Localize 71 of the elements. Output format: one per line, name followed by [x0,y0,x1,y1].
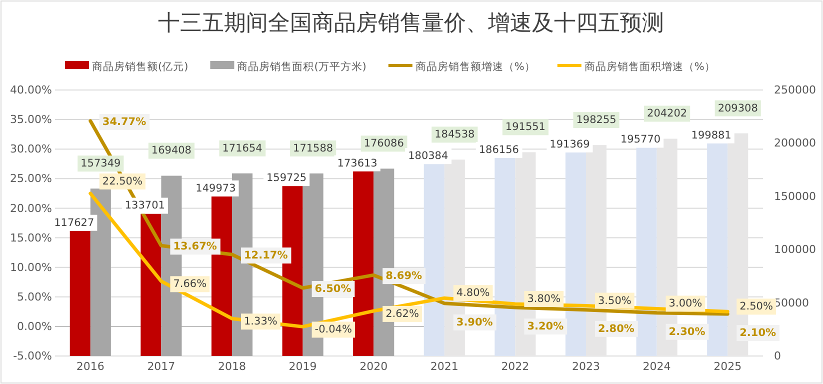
data-label: 191551 [505,121,546,134]
data-label: 3.50% [598,294,632,307]
y-tick-label: 5.00% [17,290,52,304]
y-tick-label: 10.00% [10,260,52,274]
chart-title: 十三五期间全国商品房销售量价、增速及十四五预测 [158,11,664,36]
data-label: 22.50% [102,175,142,188]
data-label: 3.80% [527,292,561,305]
y-tick-label: 15.00% [10,231,52,244]
x-tick-label: 2017 [147,360,176,373]
x-tick-label: 2024 [642,360,671,373]
data-label: 6.50% [314,283,352,296]
legend-label: 商品房销售额增速（%） [415,60,536,73]
y-tick-label: 0.00% [17,320,52,333]
data-label: 176086 [364,138,404,150]
y2-tick-label: 250000 [774,84,816,97]
data-label: 2.10% [740,327,777,340]
x-tick-label: 2019 [288,360,317,373]
x-tick-label: 2016 [76,360,104,373]
data-label: 2.80% [598,322,635,335]
data-label: 204202 [647,108,688,120]
legend-label: 商品房销售额(亿元) [92,60,188,73]
data-label: 171654 [222,142,263,154]
x-tick-label: 2025 [714,360,742,373]
data-label: 3.00% [668,298,702,310]
data-label: 13.67% [173,240,218,253]
data-label: -0.04% [314,324,352,336]
y2-tick-label: 50000 [774,296,809,310]
data-label: 191369 [550,138,590,150]
y2-tick-label: 100000 [774,243,816,256]
x-tick-label: 2020 [360,360,388,373]
data-label: 149973 [196,182,236,194]
data-label: 157349 [80,158,121,170]
legend-label: 商品房销售面积(万平方米) [237,60,366,73]
data-label: 180384 [408,150,448,162]
data-label: 34.77% [102,116,147,128]
data-label: 133701 [124,200,165,212]
data-label: 8.69% [386,270,423,282]
data-label: 1.33% [244,316,278,328]
data-label: 2.50% [740,300,773,313]
y2-tick-label: 0 [774,350,781,363]
y2-tick-label: 150000 [774,190,816,203]
data-label: 169408 [151,144,192,157]
y-tick-label: 30.00% [10,142,52,156]
data-label: 159725 [266,172,307,184]
data-label: 199881 [691,129,732,142]
data-label: 2.62% [386,308,419,320]
data-label: 12.17% [244,250,288,262]
data-label: 117627 [54,216,94,229]
data-label: 173613 [337,157,378,170]
data-label: 7.66% [173,278,207,290]
data-label: 195770 [620,134,661,146]
y-tick-label: -5.00% [13,350,52,363]
y-tick-label: 40.00% [10,84,52,97]
y-tick-label: 20.00% [10,202,52,215]
data-label: 4.80% [456,287,490,300]
y2-tick-label: 200000 [774,136,816,150]
data-label: 171588 [293,142,334,154]
data-label: 186156 [478,144,520,156]
x-tick-label: 2023 [572,360,600,373]
data-label: 198255 [576,114,616,126]
y-tick-label: 35.00% [10,113,52,126]
x-tick-label: 2021 [430,360,458,373]
data-label: 3.20% [527,320,564,333]
legend-label: 商品房销售面积增速（%） [584,60,716,73]
x-tick-label: 2018 [218,360,246,373]
data-label: 3.90% [456,316,494,328]
data-label: 184538 [434,128,475,141]
y-tick-label: 25.00% [10,172,52,186]
x-tick-label: 2022 [501,360,530,373]
data-label: 2.30% [668,326,706,338]
data-label: 209308 [718,102,758,114]
